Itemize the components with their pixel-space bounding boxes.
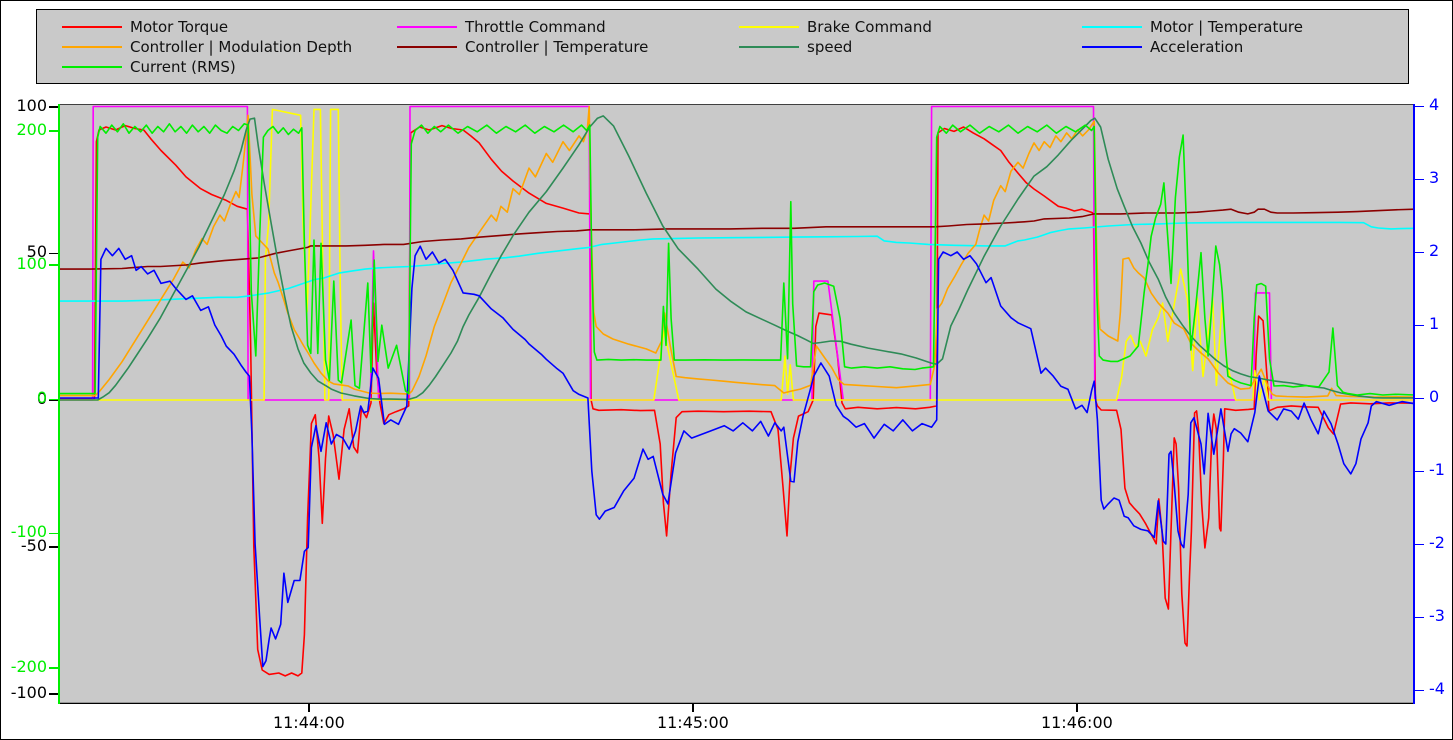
legend-label-brake-command: Brake Command <box>807 18 932 36</box>
left-axis-label: 50 <box>26 242 47 262</box>
left-axis2-tick <box>49 264 58 266</box>
right-axis-label: -4 <box>1429 679 1445 698</box>
legend-swatch-acceleration <box>1082 46 1142 48</box>
legend-swatch-controller-temperature <box>397 46 457 48</box>
right-axis-tick <box>1415 178 1424 180</box>
legend-label-current-rms: Current (RMS) <box>130 58 236 76</box>
right-axis-tick <box>1415 105 1424 107</box>
x-axis-tick <box>692 704 694 712</box>
legend-label-motor-torque: Motor Torque <box>130 18 229 36</box>
right-axis-label: 1 <box>1429 314 1440 333</box>
x-tick-label: 11:46:00 <box>1040 713 1113 732</box>
left-axis2-label: -100 <box>10 522 47 542</box>
right-axis-tick <box>1415 397 1424 399</box>
legend-label-controller-temperature: Controller | Temperature <box>465 38 649 56</box>
left-axis-tick <box>49 546 58 548</box>
legend-label-acceleration: Acceleration <box>1150 38 1244 56</box>
legend-label-controller-modulation-depth: Controller | Modulation Depth <box>130 38 353 56</box>
legend-label-throttle-command: Throttle Command <box>465 18 606 36</box>
left-axis2-label: 100 <box>16 253 47 273</box>
left-axis2-tick <box>49 532 58 535</box>
left-axis-label: -100 <box>10 682 47 702</box>
series-controller-modulation-depth <box>58 105 1415 398</box>
series-speed <box>58 115 1415 401</box>
right-axis-tick <box>1415 251 1424 253</box>
x-tick-label: 11:45:00 <box>656 713 729 732</box>
legend-label-speed: speed <box>807 38 853 56</box>
series-controller-temperature <box>58 208 1415 270</box>
right-axis-tick <box>1415 543 1424 545</box>
plot-area[interactable] <box>58 104 1415 704</box>
legend-swatch-throttle-command <box>397 26 457 28</box>
left-axis2-tick <box>49 398 58 400</box>
right-axis-tick <box>1415 689 1424 691</box>
left-axis2-label: 0 <box>36 388 47 407</box>
right-axis-tick <box>1415 470 1424 472</box>
right-axis-label: -3 <box>1429 606 1445 625</box>
x-tick-label: 11:44:00 <box>272 713 345 732</box>
right-axis-label: -2 <box>1429 533 1445 552</box>
legend-swatch-motor-torque <box>62 26 122 28</box>
left-axis2-tick <box>49 130 58 132</box>
left-axis-label: 0 <box>36 389 47 408</box>
left-axis-tick <box>49 693 58 695</box>
right-axis-label: 3 <box>1429 168 1440 187</box>
left-axis2-label: -200 <box>10 656 47 676</box>
legend-swatch-brake-command <box>739 26 799 28</box>
right-axis-label: 2 <box>1429 241 1440 260</box>
right-axis-label: 4 <box>1429 95 1440 114</box>
left-axis-label: -50 <box>20 535 47 555</box>
left-axis-tick <box>49 399 58 401</box>
left-axis2-label: 200 <box>16 119 47 139</box>
x-axis-tick <box>1076 704 1078 712</box>
legend-swatch-current-rms <box>62 66 122 68</box>
legend-swatch-motor-temperature <box>1082 26 1142 28</box>
right-axis-label: 0 <box>1429 387 1440 406</box>
left-axis-tick <box>49 252 58 255</box>
left-axis2-tick <box>49 667 58 669</box>
right-axis-tick <box>1415 616 1424 618</box>
series-current-rms <box>58 122 1415 396</box>
legend-swatch-controller-modulation-depth <box>62 46 122 48</box>
right-axis-tick <box>1415 324 1424 326</box>
x-axis-tick <box>308 704 310 712</box>
legend-swatch-speed <box>739 46 799 48</box>
left-axis-tick <box>49 106 58 108</box>
series-motor-torque <box>58 124 1415 677</box>
left-axis-label: 100 <box>16 95 47 115</box>
legend-box: Motor Torque Controller | Modulation Dept… <box>36 9 1409 84</box>
legend-label-motor-temperature: Motor | Temperature <box>1150 18 1303 36</box>
right-axis-label: -1 <box>1429 460 1445 479</box>
series-acceleration <box>58 245 1415 668</box>
